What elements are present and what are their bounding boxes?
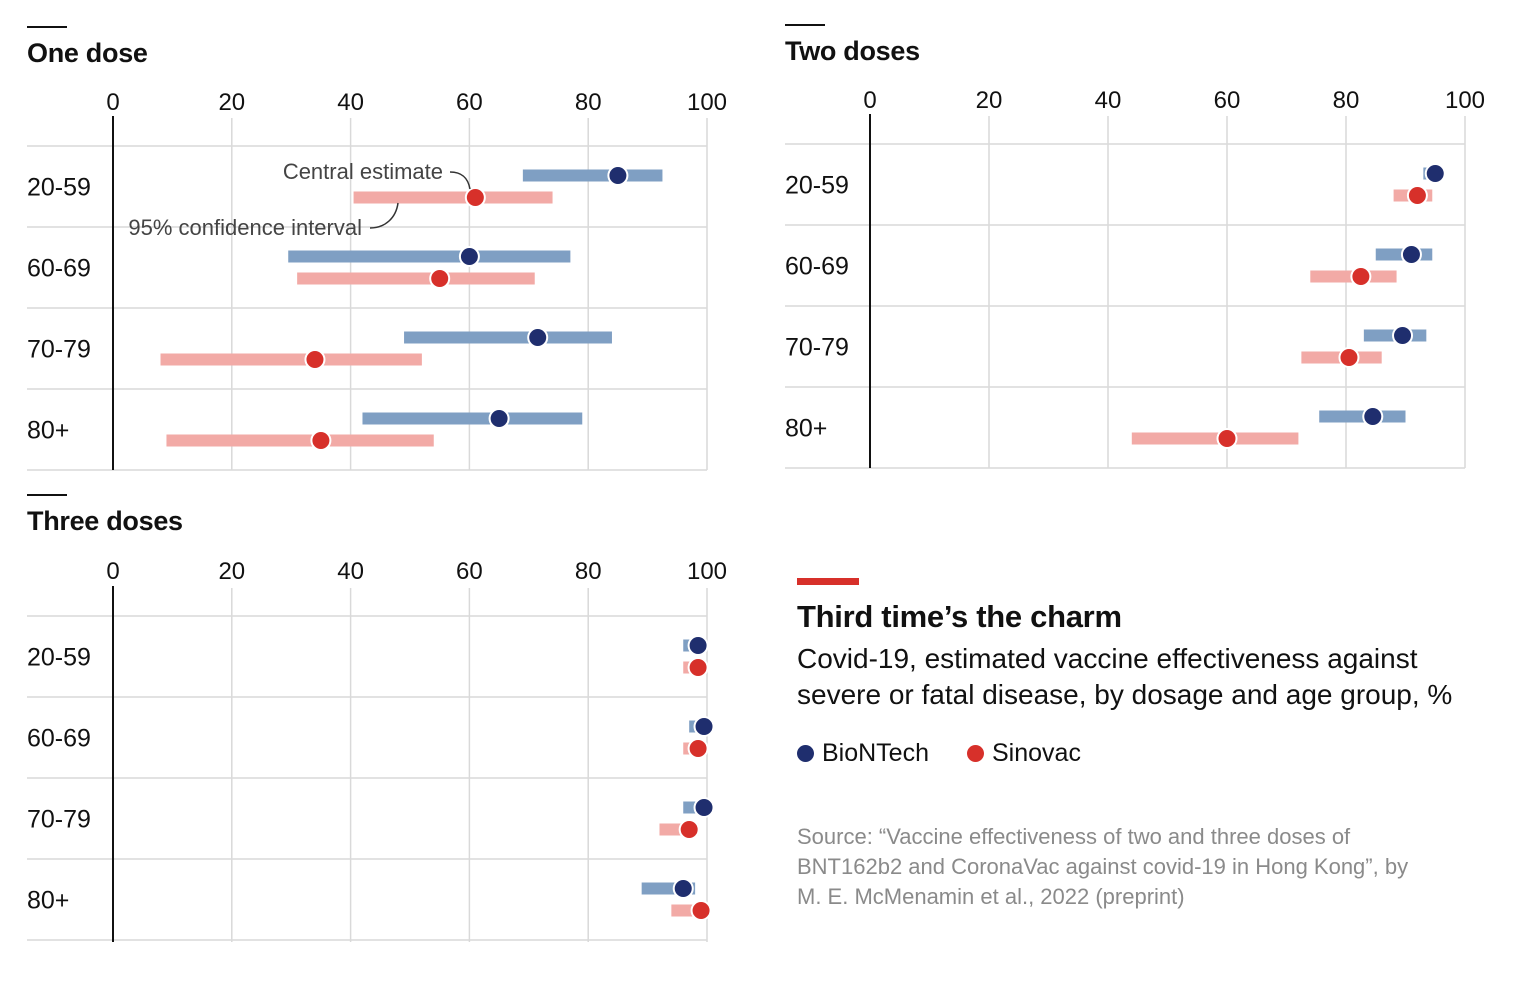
estimate-dot-sinovac xyxy=(1338,347,1360,368)
estimate-dot-sinovac xyxy=(304,349,326,370)
source-note: Source: “Vaccine effectiveness of two an… xyxy=(797,824,1409,909)
legend-label: Sinovac xyxy=(992,739,1081,767)
confidence-interval-bar-biontech xyxy=(362,412,583,425)
x-tick-label: 80 xyxy=(575,558,602,585)
category-label: 70-79 xyxy=(27,336,91,364)
legend-item-biontech: BioNTech xyxy=(797,739,929,768)
panel-title: Three doses xyxy=(27,506,183,536)
x-tick-label: 60 xyxy=(456,89,483,116)
confidence-interval-bar-sinovac xyxy=(353,191,553,204)
estimate-dot-sinovac xyxy=(687,657,709,678)
estimate-dot-biontech xyxy=(1400,244,1422,265)
panel-title: One dose xyxy=(27,38,148,68)
confidence-interval-bar-biontech xyxy=(404,331,612,344)
chart-subtitle: Covid-19, estimated vaccine effectivenes… xyxy=(797,643,1453,710)
annotation-interval-leader xyxy=(369,202,399,229)
category-label: 60-69 xyxy=(785,253,849,281)
estimate-dot-sinovac xyxy=(1406,185,1428,206)
category-label: 70-79 xyxy=(27,806,91,834)
x-tick-label: 60 xyxy=(1214,87,1241,114)
annotation-central-estimate: Central estimate xyxy=(283,159,443,184)
x-tick-label: 0 xyxy=(106,558,119,585)
confidence-interval-bar-sinovac xyxy=(166,434,434,447)
estimate-dot-biontech xyxy=(1424,163,1446,184)
estimate-dot-sinovac xyxy=(1216,428,1238,449)
category-label: 80+ xyxy=(27,417,69,445)
estimate-dot-sinovac xyxy=(429,268,451,289)
legend-dot-sinovac xyxy=(967,745,984,762)
category-label: 80+ xyxy=(27,887,69,915)
x-tick-label: 80 xyxy=(575,89,602,116)
x-tick-label: 60 xyxy=(456,558,483,585)
estimate-dot-biontech xyxy=(693,797,715,818)
confidence-interval-bar-sinovac xyxy=(297,272,535,285)
panel-title: Two doses xyxy=(785,36,920,66)
x-tick-label: 40 xyxy=(337,558,364,585)
estimate-dot-biontech xyxy=(527,327,549,348)
panel-rule xyxy=(27,26,67,28)
x-tick-label: 20 xyxy=(976,87,1003,114)
estimate-dot-sinovac xyxy=(690,900,712,921)
confidence-interval-bar-biontech xyxy=(288,250,571,263)
info-block: Third time’s the charm Covid-19, estimat… xyxy=(797,578,1497,912)
category-label: 60-69 xyxy=(27,725,91,753)
annotation-confidence-interval: 95% confidence interval xyxy=(128,215,362,240)
annotation-central-leader xyxy=(449,171,471,190)
x-tick-label: 0 xyxy=(106,89,119,116)
estimate-dot-sinovac xyxy=(687,738,709,759)
x-tick-label: 20 xyxy=(218,558,245,585)
estimate-dot-sinovac xyxy=(678,819,700,840)
estimate-dot-biontech xyxy=(488,408,510,429)
estimate-dot-biontech xyxy=(672,878,694,899)
x-tick-label: 100 xyxy=(687,89,727,116)
x-tick-label: 100 xyxy=(1445,87,1485,114)
category-label: 80+ xyxy=(785,415,827,443)
legend-label: BioNTech xyxy=(822,739,929,767)
estimate-dot-biontech xyxy=(1362,406,1384,427)
category-label: 70-79 xyxy=(785,334,849,362)
legend-dot-biontech xyxy=(797,745,814,762)
panel-rule xyxy=(27,494,67,496)
x-tick-label: 40 xyxy=(337,89,364,116)
estimate-dot-biontech xyxy=(687,635,709,656)
category-label: 20-59 xyxy=(27,174,91,202)
estimate-dot-biontech xyxy=(458,246,480,267)
category-label: 60-69 xyxy=(27,255,91,283)
estimate-dot-sinovac xyxy=(464,187,486,208)
estimate-dot-biontech xyxy=(693,716,715,737)
panel-rule xyxy=(785,24,825,26)
category-label: 20-59 xyxy=(785,172,849,200)
legend: BioNTech Sinovac xyxy=(797,739,1497,768)
confidence-interval-bar-sinovac xyxy=(1131,432,1299,445)
estimate-dot-sinovac xyxy=(1350,266,1372,287)
confidence-interval-bar-sinovac xyxy=(160,353,422,366)
x-tick-label: 0 xyxy=(863,87,876,114)
title-accent-bar xyxy=(797,578,859,585)
chart-title: Third time’s the charm xyxy=(797,599,1122,634)
estimate-dot-biontech xyxy=(1392,325,1414,346)
x-tick-label: 40 xyxy=(1095,87,1122,114)
estimate-dot-biontech xyxy=(607,165,629,186)
x-tick-label: 20 xyxy=(218,89,245,116)
legend-item-sinovac: Sinovac xyxy=(967,739,1081,768)
x-tick-label: 80 xyxy=(1333,87,1360,114)
x-tick-label: 100 xyxy=(687,558,727,585)
estimate-dot-sinovac xyxy=(310,430,332,451)
category-label: 20-59 xyxy=(27,644,91,672)
